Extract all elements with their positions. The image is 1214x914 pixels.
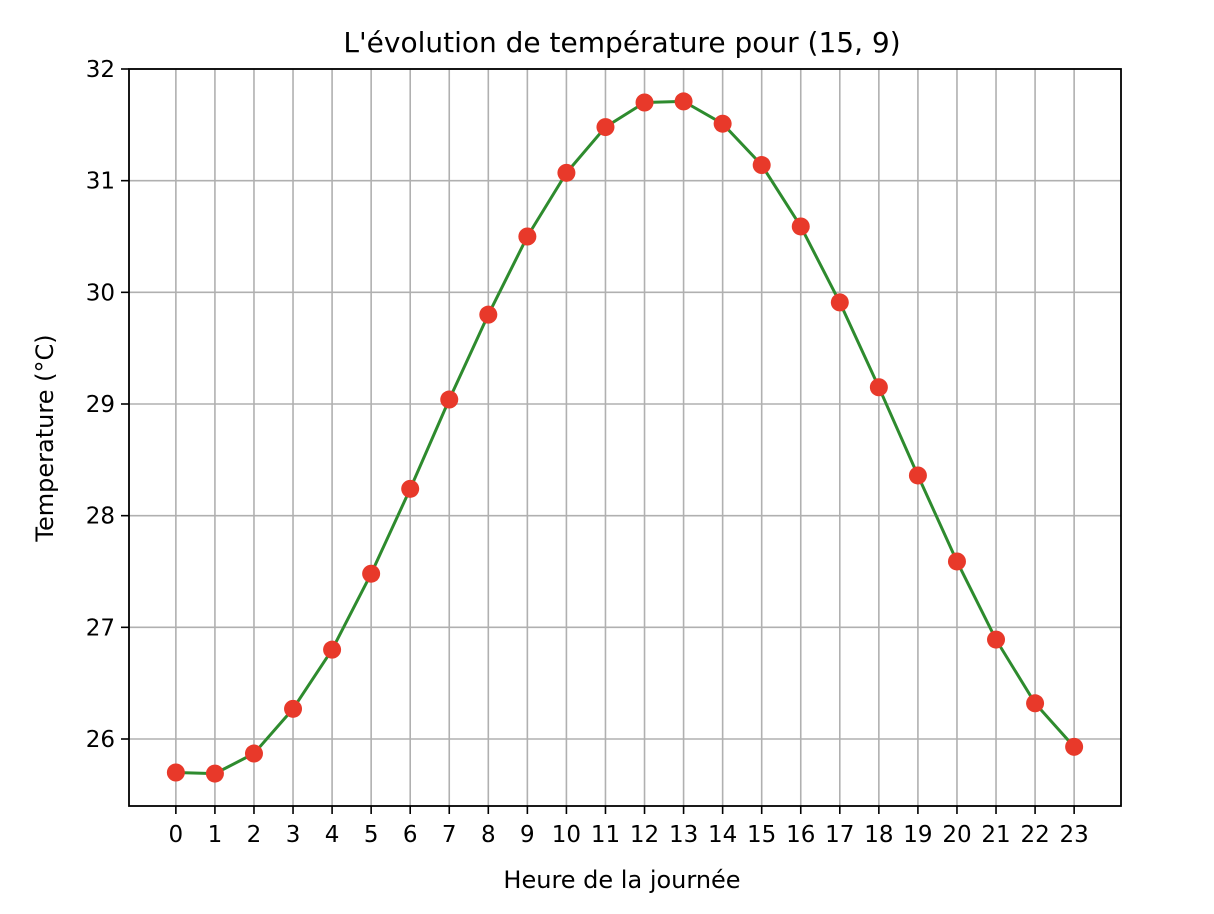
plot-frame — [128, 68, 1122, 807]
data-point — [479, 305, 498, 324]
data-point — [284, 699, 303, 718]
data-point — [947, 552, 966, 571]
axes: 0 1 2 3 4 5 6 7 8 9 10 11 12 13 14 15 16 17 18 19 20 21 22 2326… — [86, 57, 1122, 848]
data-point — [635, 93, 654, 112]
x-tick-label: 19 — [903, 822, 932, 848]
x-tick-label: 15 — [747, 822, 776, 848]
plot-area — [166, 92, 1084, 783]
x-tick-label: 22 — [1020, 822, 1049, 848]
data-point — [987, 630, 1006, 649]
x-tick-label: 21 — [981, 822, 1010, 848]
grid — [129, 68, 1121, 806]
y-tick-label: 29 — [86, 392, 115, 418]
data-point — [830, 293, 849, 312]
y-tick-label: 28 — [86, 504, 115, 530]
y-tick-label: 27 — [86, 615, 115, 641]
data-point — [244, 744, 263, 763]
x-tick-label: 5 — [364, 822, 379, 848]
x-tick-label: 16 — [786, 822, 815, 848]
x-tick-label: 23 — [1059, 822, 1088, 848]
data-point — [713, 114, 732, 133]
y-tick-label: 32 — [86, 57, 115, 83]
data-point — [323, 640, 342, 659]
x-tick-label: 0 — [169, 822, 184, 848]
data-point — [791, 217, 810, 236]
x-tick-label: 2 — [247, 822, 262, 848]
data-point — [362, 564, 381, 583]
y-axis-label: Temperature (°C) — [31, 334, 59, 542]
data-point — [674, 92, 693, 111]
y-tick-label: 26 — [86, 727, 115, 753]
data-point — [908, 466, 927, 485]
x-tick-label: 10 — [552, 822, 581, 848]
x-axis-label: Heure de la journée — [503, 866, 740, 894]
x-tick-label: 14 — [708, 822, 737, 848]
x-tick-label: 18 — [864, 822, 893, 848]
data-point — [1065, 737, 1084, 756]
x-tick-label: 4 — [325, 822, 340, 848]
data-point — [596, 118, 615, 137]
x-tick-label: 6 — [403, 822, 418, 848]
data-point — [869, 378, 888, 397]
x-tick-label: 8 — [481, 822, 496, 848]
data-point — [557, 163, 576, 182]
data-point — [401, 479, 420, 498]
data-point — [518, 227, 537, 246]
data-point — [752, 156, 771, 175]
x-tick-label: 13 — [669, 822, 698, 848]
x-tick-label: 3 — [286, 822, 301, 848]
x-tick-label: 11 — [591, 822, 620, 848]
data-point — [205, 764, 224, 783]
y-tick-label: 31 — [86, 169, 115, 195]
x-tick-label: 1 — [208, 822, 223, 848]
x-tick-label: 20 — [942, 822, 971, 848]
x-tick-label: 12 — [630, 822, 659, 848]
x-tick-label: 7 — [442, 822, 457, 848]
data-point — [166, 763, 185, 782]
x-tick-label: 17 — [825, 822, 854, 848]
data-point — [1026, 694, 1045, 713]
x-tick-label: 9 — [520, 822, 535, 848]
y-tick-label: 30 — [86, 280, 115, 306]
chart-title: L'évolution de température pour (15, 9) — [343, 26, 900, 59]
series-line — [175, 99, 1076, 776]
data-point — [440, 390, 459, 409]
